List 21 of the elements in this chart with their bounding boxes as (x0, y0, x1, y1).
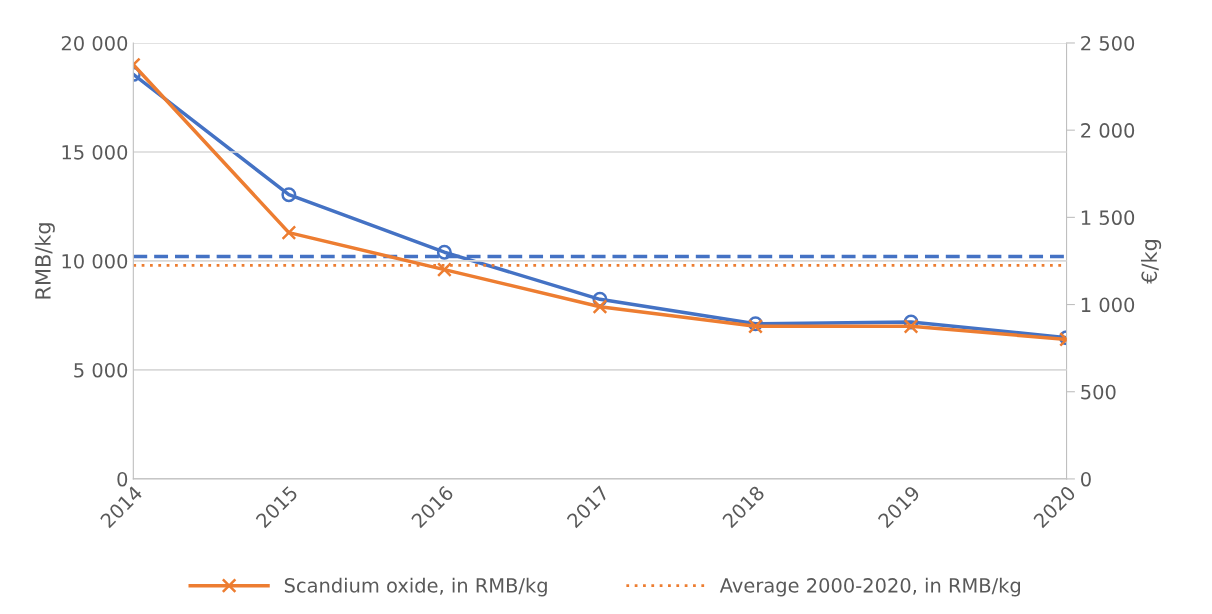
point (281, 225, 297, 241)
y2-tick-label: 1 500 (1081, 210, 1135, 226)
y2-tick-label: 2 000 (1081, 123, 1135, 138)
point (592, 299, 608, 315)
point (436, 262, 452, 278)
y2-tick-label: 500 (1081, 384, 1116, 400)
y2-axis-title: €/kg (1140, 240, 1162, 284)
y-tick-label: 0 (117, 471, 128, 487)
y-axis-title: RMB/kg (34, 223, 55, 299)
y-tick-label: 5 000 (74, 362, 128, 378)
y2-tick-label: 2 500 (1081, 35, 1135, 51)
y-tick-label: 10 000 (62, 253, 128, 269)
legend-label: Scandium oxide, in RMB/kg (284, 577, 547, 597)
y-tick-label: 20 000 (61, 35, 128, 51)
y2-tick-label: 1 000 (1081, 297, 1135, 313)
y-tick-label: 15 000 (62, 144, 128, 160)
point (281, 187, 297, 203)
legend-label: Average 2000-2020, in RMB/kg (719, 577, 1020, 597)
y2-tick-label: 0 (1081, 471, 1091, 487)
point (903, 318, 919, 334)
point (436, 244, 452, 260)
